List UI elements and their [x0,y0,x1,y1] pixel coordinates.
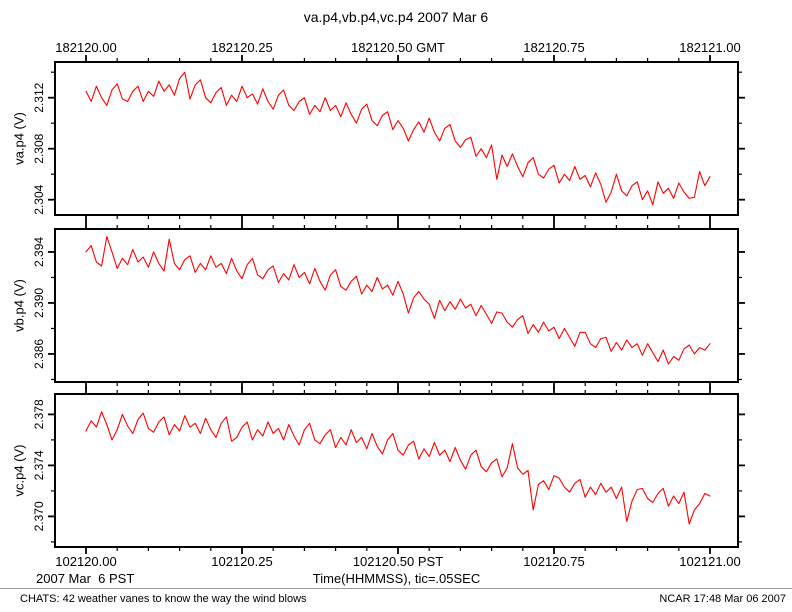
bottom-axis-tick-label: 102121.00 [679,554,740,569]
top-axis-tick-label: 182120.75 [523,40,584,55]
trace-vb.p4 [85,236,711,365]
y-axis-label: va.p4 (V) [12,112,27,165]
x-axis-title: Time(HHMMSS), tic=.05SEC [312,571,481,586]
y-tick-label: 2.308 [32,133,46,163]
y-axis-label: vb.p4 (V) [12,279,27,332]
trace-vc.p4 [85,411,711,525]
top-axis-tick-label: 182120.50 GMT [351,40,445,55]
y-tick-label: 2.370 [32,501,46,531]
y-tick-label: 2.394 [32,237,46,267]
y-tick-label: 2.390 [32,288,46,318]
y-tick-label: 2.312 [32,82,46,112]
y-axis-label: vc.p4 (V) [12,444,27,496]
footer-project-label: CHATS: 42 weather vanes to know the way … [20,593,307,605]
y-tick-label: 2.386 [32,339,46,369]
bottom-axis-tick-label: 102120.00 [55,554,116,569]
date-pst-label: 2007 Mar 6 PST [36,571,135,586]
panel-vb.p4: 2.386 2.390 2.394 vb.p4 (V) [12,222,745,389]
panel-frame [54,393,739,548]
panel-vc.p4: 2.370 2.374 2.378 vc.p4 (V) [12,387,745,554]
footer-timestamp: NCAR 17:48 Mar 06 2007 [659,593,786,605]
top-axis-tick-label: 182120.25 [211,40,272,55]
y-tick-label: 2.374 [32,450,46,480]
top-axis-tick-label: 182120.00 [55,40,116,55]
chart-title: va.p4,vb.p4,vc.p4 2007 Mar 6 [303,9,489,25]
bottom-axis-tick-label: 102120.50 PST [353,554,443,569]
panel-frame [54,228,739,383]
y-tick-label: 2.304 [32,184,46,214]
panel-va.p4: 2.304 2.308 2.312 va.p4 (V) [12,55,745,222]
bottom-axis-tick-label: 102120.75 [523,554,584,569]
bottom-axis-tick-label: 102120.25 [211,554,272,569]
panel-frame [54,61,739,216]
y-tick-label: 2.378 [32,399,46,429]
top-axis-tick-label: 182121.00 [679,40,740,55]
footer-divider [0,588,792,589]
trace-va.p4 [85,71,711,206]
